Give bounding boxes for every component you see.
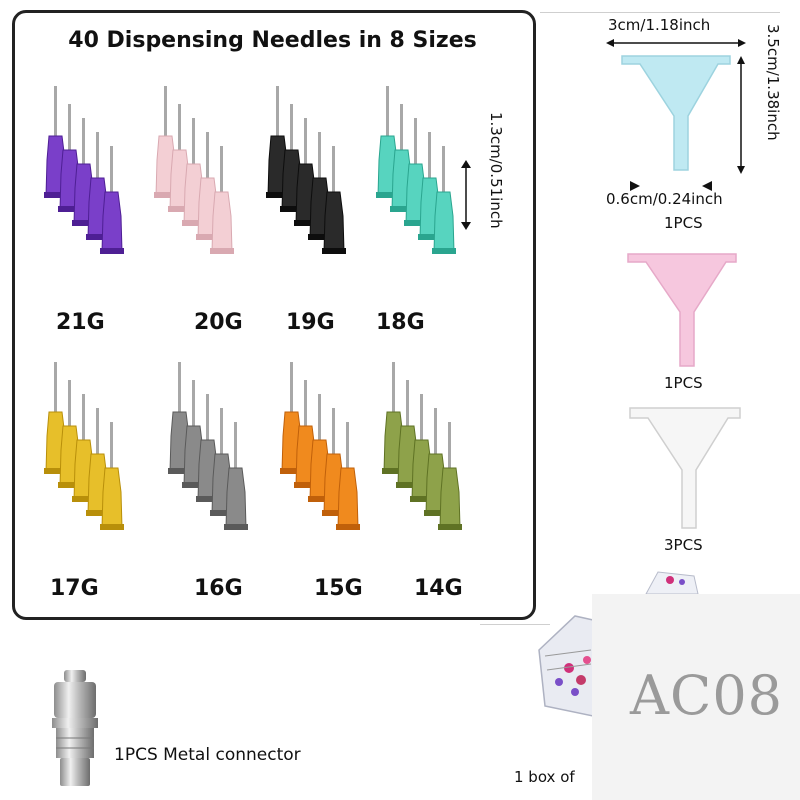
- funnel-blue: [621, 55, 731, 171]
- gauge-label-20g: 20G: [194, 310, 243, 335]
- needle-group-16g: [168, 362, 248, 530]
- divider-line: [540, 12, 780, 13]
- page-title: 40 Dispensing Needles in 8 Sizes: [68, 28, 477, 53]
- funnel-width-label: 3cm/1.18inch: [608, 16, 711, 34]
- needle-group-19g: [266, 86, 346, 254]
- needle: [224, 422, 248, 530]
- gauge-label-16g: 16G: [194, 576, 243, 601]
- needle-length-arrow: [461, 160, 471, 230]
- needle: [432, 146, 456, 254]
- gauge-label-14g: 14G: [414, 576, 463, 601]
- needle-group-15g: [280, 362, 360, 530]
- gauge-label-19g: 19G: [286, 310, 335, 335]
- tip-arrow-left: [630, 181, 640, 191]
- watermark-box: AC08: [592, 594, 800, 800]
- funnel-height-arrow: [737, 56, 745, 174]
- needle-group-14g: [382, 362, 462, 530]
- needle: [336, 422, 360, 530]
- connector-label: 1PCS Metal connector: [114, 745, 301, 765]
- gauge-label-21g: 21G: [56, 310, 105, 335]
- divider-line: [480, 624, 550, 625]
- needle-group-21g: [44, 86, 124, 254]
- funnel-qty-1: 1PCS: [664, 214, 703, 232]
- needle: [100, 146, 124, 254]
- funnel-width-arrow: [606, 39, 746, 47]
- needle-length-label: 1.3cm/0.51inch: [487, 112, 505, 229]
- metal-connector: [52, 670, 98, 786]
- needle: [100, 422, 124, 530]
- pin-box-top: [645, 571, 699, 595]
- watermark-text: AC08: [630, 664, 784, 727]
- box-label: 1 box of: [514, 768, 575, 786]
- needle: [322, 146, 346, 254]
- needle-group-18g: [376, 86, 456, 254]
- gauge-label-17g: 17G: [50, 576, 99, 601]
- funnel-clear: [629, 407, 741, 529]
- funnel-height-label: 3.5cm/1.38inch: [764, 24, 782, 141]
- funnel-qty-2: 1PCS: [664, 374, 703, 392]
- funnel-tip-label: 0.6cm/0.24inch: [606, 190, 723, 208]
- gauge-label-18g: 18G: [376, 310, 425, 335]
- pin-box: [538, 615, 594, 717]
- needle-group-17g: [44, 362, 124, 530]
- needle: [210, 146, 234, 254]
- funnel-pink: [627, 253, 737, 367]
- needle: [438, 422, 462, 530]
- tip-arrow-right: [702, 181, 712, 191]
- funnel-qty-3: 3PCS: [664, 536, 703, 554]
- needle-group-20g: [154, 86, 234, 254]
- gauge-label-15g: 15G: [314, 576, 363, 601]
